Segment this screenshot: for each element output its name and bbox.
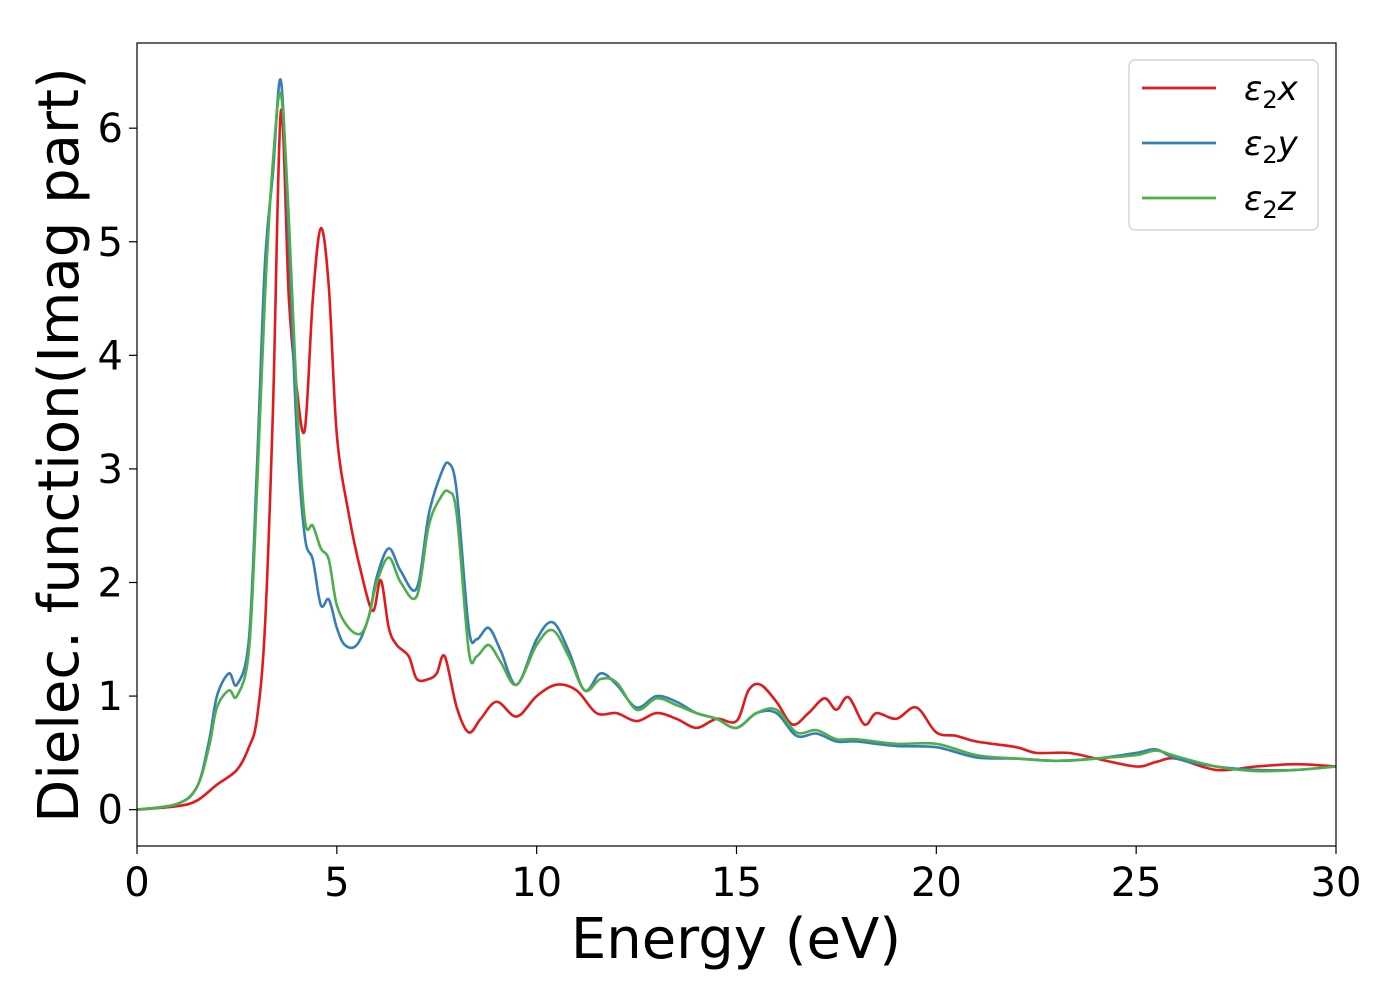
legend: ε2x ε2y ε2z [1128,59,1319,231]
x-axis-ticks: 0 5 10 15 20 25 30 [124,846,1361,906]
legend-label-z: ε2z [1244,179,1297,224]
series-line-z [136,91,1337,811]
x-tick-label: 15 [711,860,762,906]
x-axis-title: Energy (eV) [571,907,901,972]
y-axis-ticks: 0 1 2 3 4 5 6 [98,106,137,834]
legend-box [1128,59,1319,231]
x-tick-label: 0 [124,860,149,906]
legend-label-x: ε2x [1244,69,1299,114]
y-tick-label: 5 [98,220,123,266]
x-tick-label: 5 [324,860,349,906]
x-tick-label: 20 [911,860,962,906]
x-tick-label: 30 [1311,860,1362,906]
series-layer [136,78,1337,811]
y-tick-label: 2 [98,560,123,606]
y-tick-label: 1 [98,674,123,720]
x-tick-label: 25 [1111,860,1162,906]
y-axis-title: Dielec. function(Imag part) [27,67,92,823]
series-line-x [136,108,1337,811]
y-tick-label: 4 [98,333,123,379]
y-tick-label: 3 [98,447,123,493]
x-tick-label: 10 [511,860,562,906]
y-tick-label: 0 [98,788,123,834]
y-tick-label: 6 [98,106,123,152]
legend-label-y: ε2y [1244,124,1299,169]
